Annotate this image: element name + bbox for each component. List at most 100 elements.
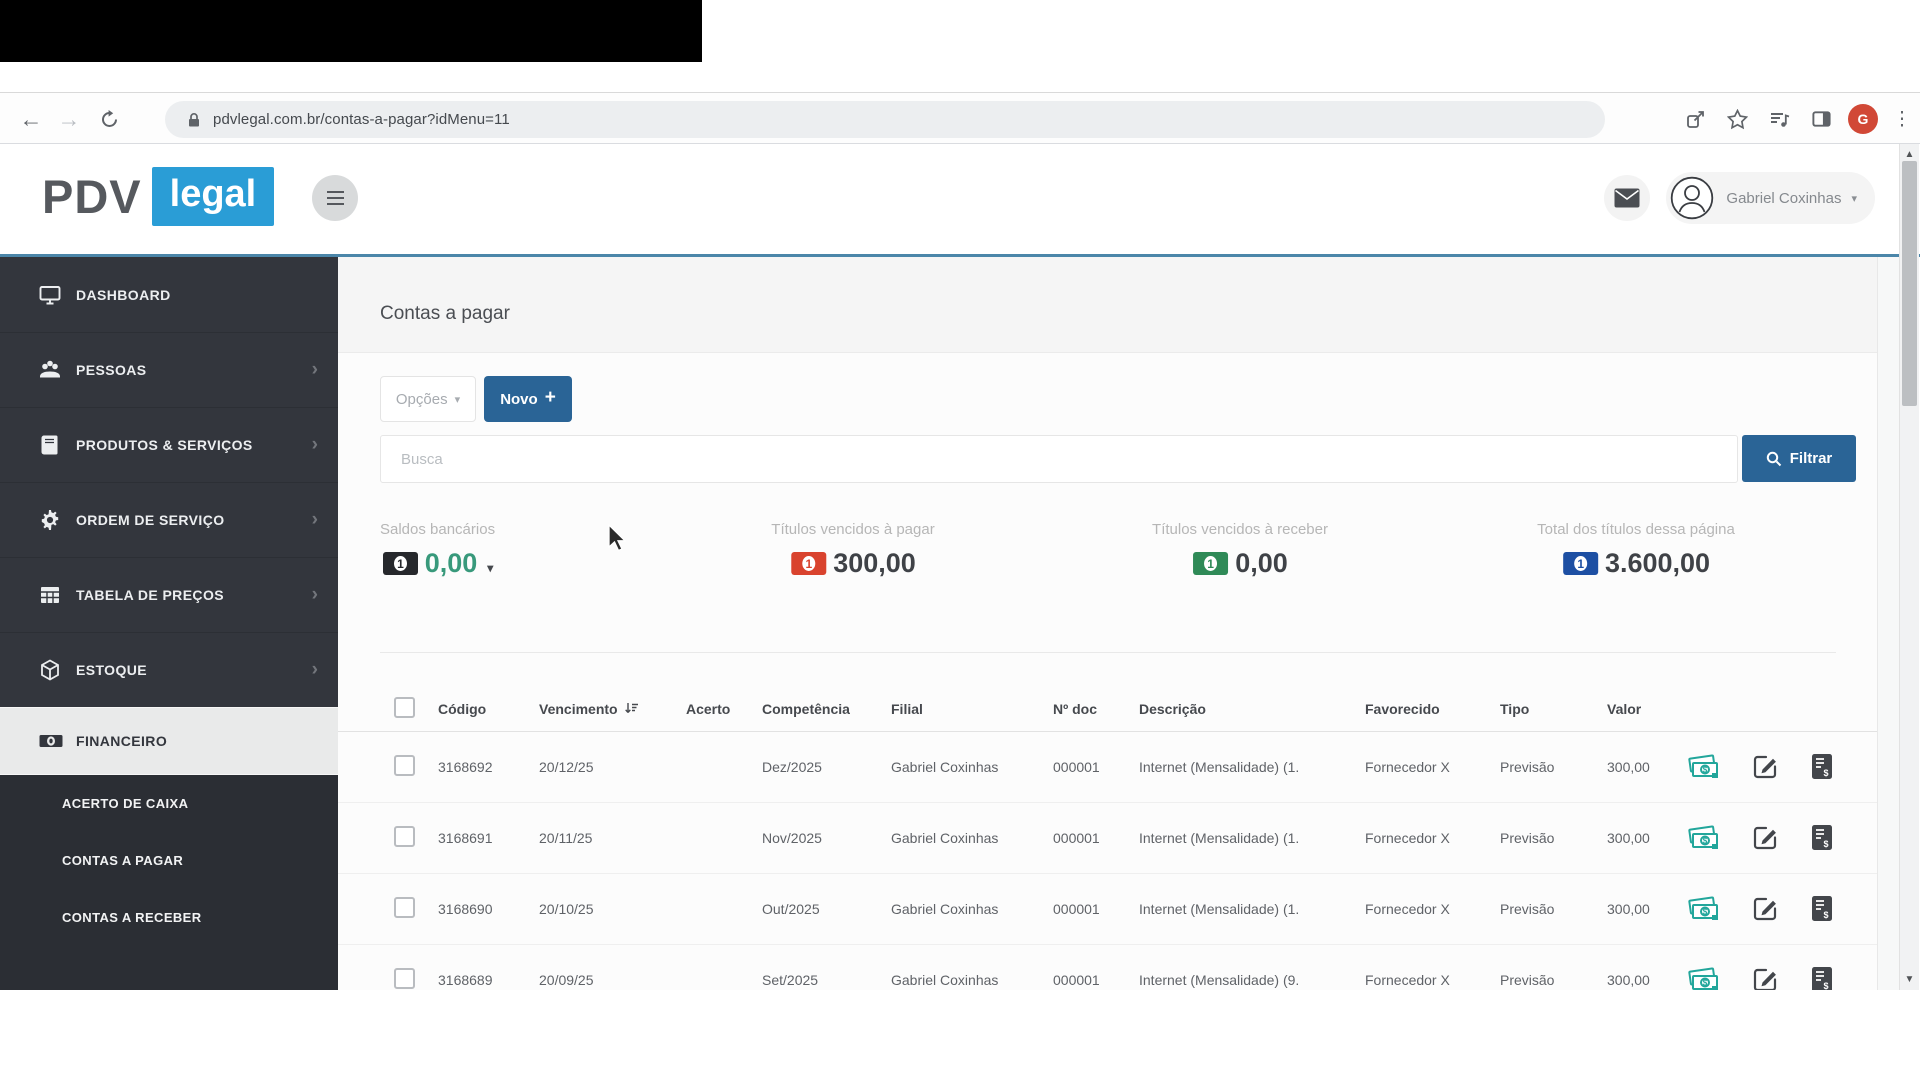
browser-scrollbar[interactable]: ▲ ▼ [1899, 144, 1919, 990]
pay-money-icon[interactable]: $ [1687, 823, 1721, 853]
banknote-dark-icon: 1 [382, 552, 418, 575]
col-header-favorecido[interactable]: Favorecido [1365, 700, 1440, 717]
receipt-icon[interactable]: $ [1809, 752, 1835, 782]
header-right: Gabriel Coxinhas ▾ [1604, 165, 1875, 231]
gear-icon [41, 510, 59, 530]
banknote-icon [39, 735, 63, 747]
pay-money-icon[interactable]: $ [1687, 752, 1721, 782]
options-button[interactable]: Opções ▾ [380, 376, 476, 422]
sidebar-item-tabela-precos[interactable]: TABELA DE PREÇOS › [0, 557, 338, 632]
monitor-icon [39, 285, 61, 304]
col-header-valor[interactable]: Valor [1607, 700, 1642, 717]
pay-money-icon[interactable]: $ [1687, 894, 1721, 924]
recording-artifact-bar [0, 0, 702, 62]
svg-text:$: $ [1823, 768, 1828, 778]
browser-forward-icon[interactable]: → [57, 105, 81, 132]
row-checkbox[interactable] [394, 755, 415, 776]
col-header-ndoc[interactable]: Nº doc [1053, 700, 1098, 717]
main-content: Contas a pagar Opções ▾ Novo + Filtrar [338, 257, 1899, 990]
sidebar-item-dashboard[interactable]: DASHBOARD [0, 257, 338, 332]
caret-down-icon: ▾ [487, 560, 494, 575]
row-checkbox[interactable] [394, 897, 415, 918]
col-header-vencimento[interactable]: Vencimento [539, 701, 686, 717]
scrollbar-thumb[interactable] [1902, 161, 1917, 406]
address-bar[interactable]: pdvlegal.com.br/contas-a-pagar?idMenu=11 [165, 101, 1605, 138]
browser-actions: G ⋮ [1674, 93, 1920, 145]
page-title: Contas a pagar [380, 302, 510, 324]
col-header-acerto[interactable]: Acerto [686, 700, 731, 717]
chevron-right-icon: › [311, 359, 318, 380]
svg-text:1: 1 [397, 557, 404, 571]
col-header-descricao[interactable]: Descrição [1139, 700, 1206, 717]
stat-total-titulos-pagina: Total dos títulos dessa página 1 3.600,0… [1537, 521, 1735, 578]
receipt-icon[interactable]: $ [1809, 965, 1835, 990]
sidebar-item-financeiro[interactable]: FINANCEIRO [0, 707, 338, 775]
scroll-up-arrow-icon[interactable]: ▲ [1904, 149, 1915, 160]
svg-text:$: $ [1703, 908, 1708, 917]
col-header-tipo[interactable]: Tipo [1500, 700, 1530, 717]
table-row: 3168690 20/10/25 Out/2025 Gabriel Coxinh… [338, 874, 1877, 945]
reload-icon [101, 109, 117, 127]
envelope-icon [1614, 188, 1640, 208]
side-panel-icon[interactable] [1800, 109, 1842, 130]
table-row: 3168692 20/12/25 Dez/2025 Gabriel Coxinh… [338, 732, 1877, 803]
chevron-right-icon: › [311, 584, 318, 605]
sidebar-item-ordem-servico[interactable]: ORDEM DE SERVIÇO › [0, 482, 338, 557]
browser-reload-icon[interactable] [92, 93, 126, 145]
book-icon [41, 435, 58, 455]
svg-text:$: $ [1703, 979, 1708, 988]
media-playlist-icon[interactable] [1758, 110, 1800, 129]
receipt-icon[interactable]: $ [1809, 894, 1835, 924]
logo-text-secondary: legal [151, 167, 275, 226]
caret-down-icon: ▾ [454, 393, 461, 406]
select-all-checkbox[interactable] [394, 696, 415, 718]
share-icon[interactable] [1674, 109, 1716, 130]
sidebar-toggle-button[interactable] [312, 175, 358, 221]
profile-initial: G [1848, 104, 1878, 134]
receipt-icon[interactable]: $ [1809, 823, 1835, 853]
new-button[interactable]: Novo + [484, 376, 572, 422]
sidebar-item-pessoas[interactable]: PESSOAS › [0, 332, 338, 407]
cube-icon [41, 659, 59, 681]
sidebar-item-produtos-servicos[interactable]: PRODUTOS & SERVIÇOS › [0, 407, 338, 482]
row-checkbox[interactable] [394, 826, 415, 847]
page-title-band: Contas a pagar [338, 257, 1877, 353]
logo-text-primary: PDV [42, 170, 142, 223]
submenu-item-contas-a-pagar[interactable]: CONTAS A PAGAR [62, 853, 184, 868]
user-menu[interactable]: Gabriel Coxinhas ▾ [1666, 172, 1875, 224]
app-logo[interactable]: PDV legal [42, 167, 275, 226]
row-checkbox[interactable] [394, 968, 415, 989]
sort-icon [624, 703, 638, 713]
caret-down-icon: ▾ [1851, 192, 1857, 205]
edit-icon[interactable] [1750, 894, 1780, 924]
submenu-item-contas-a-receber[interactable]: CONTAS A RECEBER [62, 910, 202, 925]
pay-money-icon[interactable]: $ [1687, 965, 1721, 990]
svg-text:1: 1 [1207, 557, 1214, 571]
header-accent-line [0, 254, 1920, 257]
edit-icon[interactable] [1750, 823, 1780, 853]
profile-avatar[interactable]: G [1842, 104, 1884, 134]
chevron-right-icon: › [311, 659, 318, 680]
sidebar-item-estoque[interactable]: ESTOQUE › [0, 632, 338, 707]
filter-button[interactable]: Filtrar [1742, 435, 1856, 482]
banknote-red-icon: 1 [791, 552, 827, 575]
mouse-cursor [608, 524, 627, 552]
users-icon [40, 360, 60, 378]
edit-icon[interactable] [1750, 752, 1780, 782]
col-header-competencia[interactable]: Competência [762, 700, 850, 717]
svg-text:$: $ [1703, 766, 1708, 775]
col-header-filial[interactable]: Filial [891, 700, 923, 717]
financeiro-submenu: ACERTO DE CAIXA CONTAS A PAGAR CONTAS A … [0, 775, 338, 990]
scroll-down-arrow-icon[interactable]: ▼ [1904, 974, 1915, 985]
stat-vencidos-a-receber: Títulos vencidos à receber 1 0,00 [1152, 521, 1328, 578]
edit-icon[interactable] [1750, 965, 1780, 990]
search-input[interactable] [380, 435, 1738, 483]
stat-saldos-bancarios[interactable]: Saldos bancários 1 0,00 ▾ [380, 521, 496, 578]
messages-button[interactable] [1604, 175, 1651, 221]
col-header-codigo[interactable]: Código [438, 700, 487, 717]
submenu-item-acerto-de-caixa[interactable]: ACERTO DE CAIXA [62, 796, 189, 811]
browser-back-icon[interactable]: ← [19, 105, 43, 132]
browser-menu-icon[interactable]: ⋮ [1892, 108, 1912, 130]
bookmark-star-icon[interactable] [1716, 108, 1758, 130]
